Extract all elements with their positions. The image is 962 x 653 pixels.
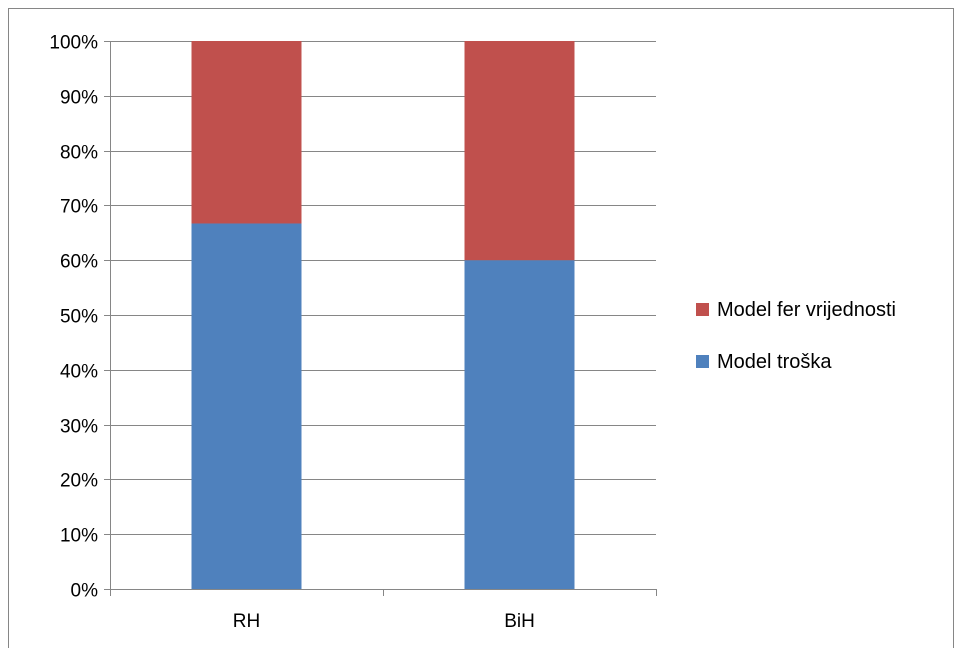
y-tick-labels: 0% 10% 20% 30% 40% 50% 60% 70% 80% 90% 100% — [49, 33, 98, 602]
y-tick-label: 30% — [60, 417, 98, 438]
legend-swatch — [696, 355, 709, 368]
legend-label: Model troška — [717, 351, 832, 373]
y-tick-label: 70% — [60, 197, 98, 218]
x-tick-label: RH — [233, 611, 260, 632]
bars — [191, 41, 575, 589]
y-tick-label: 20% — [60, 471, 98, 492]
y-tick-label: 10% — [60, 526, 98, 547]
legend-swatch — [696, 303, 709, 316]
y-tick-label: 40% — [60, 362, 98, 383]
bar-rh-series-0 — [191, 223, 302, 589]
bar-bih-series-0 — [464, 260, 575, 589]
legend-label: Model fer vrijednosti — [717, 299, 896, 321]
y-tick-label: 90% — [60, 88, 98, 109]
x-tick-label: BiH — [504, 611, 535, 632]
y-tick-label: 0% — [71, 581, 99, 602]
y-tick-label: 80% — [60, 143, 98, 164]
bar-bih-series-1 — [464, 41, 575, 261]
y-tick-label: 60% — [60, 252, 98, 273]
legend: Model fer vrijednosti Model troška — [696, 299, 896, 373]
x-tick-labels: RH BiH — [233, 611, 535, 632]
bar-rh-series-1 — [191, 41, 302, 224]
y-tick-label: 100% — [49, 33, 98, 54]
y-tick-label: 50% — [60, 307, 98, 328]
axes — [104, 41, 657, 596]
